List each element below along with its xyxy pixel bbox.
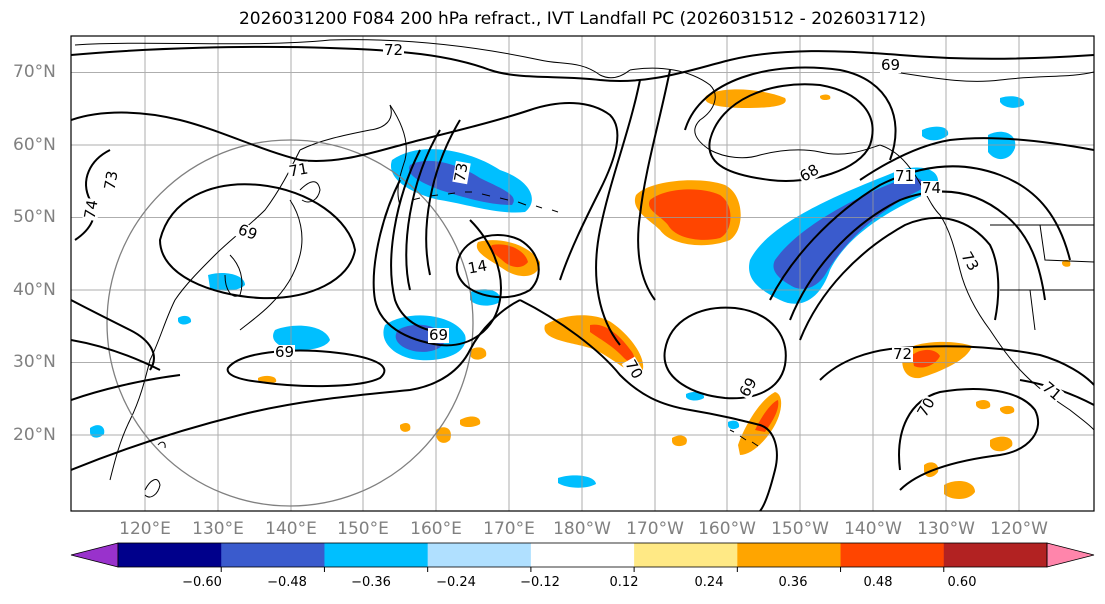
radius-circle	[106, 139, 474, 507]
refractivity-contours	[71, 45, 1094, 511]
colorbar-segment	[530, 543, 635, 567]
colorbar-tick-label: −0.12	[520, 575, 560, 590]
contour-label: 69	[880, 56, 902, 74]
colorbar	[70, 542, 1095, 572]
colorbar-segment	[943, 543, 1048, 567]
lon-label-140w: 140°W	[844, 519, 902, 539]
lon-label-130e: 130°E	[192, 519, 244, 539]
contour-label: 14	[465, 256, 490, 278]
colorbar-tick-label: −0.60	[182, 575, 222, 590]
colorbar-tick-label: −0.24	[436, 575, 476, 590]
contour-label: 69	[274, 343, 296, 361]
colorbar-tick-label: 0.24	[694, 575, 724, 590]
contour-label: 73	[100, 168, 122, 193]
map-title: 2026031200 F084 200 hPa refract., IVT La…	[238, 9, 926, 29]
lat-label-60n: 60°N	[13, 135, 56, 155]
colorbar-tick-label: −0.48	[267, 575, 307, 590]
colorbar-tick-label: 0.48	[863, 575, 893, 590]
lon-label-160e: 160°E	[410, 519, 462, 539]
contour-label: 73	[450, 160, 472, 185]
colorbar-tick-label: −0.36	[351, 575, 391, 590]
lat-label-70n: 70°N	[13, 62, 56, 82]
lat-label-40n: 40°N	[13, 280, 56, 300]
lat-label-30n: 30°N	[13, 352, 56, 372]
colorbar-segment	[324, 543, 429, 567]
lat-label-50n: 50°N	[13, 207, 56, 227]
contour-label: 71	[286, 159, 311, 181]
lon-label-130w: 130°W	[917, 519, 975, 539]
contour-label: 74	[921, 179, 943, 197]
lon-label-120e: 120°E	[119, 519, 171, 539]
gridlines	[71, 36, 1094, 511]
lon-label-150w: 150°W	[771, 519, 829, 539]
contour-label: 72	[892, 345, 914, 363]
colorbar-left-extension	[70, 542, 119, 568]
colorbar-segment	[221, 543, 325, 567]
colorbar-segment	[840, 543, 945, 567]
colorbar-tick-label: 0.12	[609, 575, 639, 590]
lon-label-170w: 170°W	[626, 519, 684, 539]
contour-label: 69	[428, 326, 450, 344]
lon-label-150e: 150°E	[337, 519, 389, 539]
lon-label-170e: 170°E	[483, 519, 535, 539]
contour-label: 72	[383, 41, 405, 59]
colorbar-segment	[427, 543, 532, 567]
colorbar-tick-label: 0.60	[947, 575, 977, 590]
colorbar-segment	[118, 543, 222, 567]
lat-label-20n: 20°N	[13, 425, 56, 445]
colorbar-right-extension	[1046, 542, 1095, 568]
lon-label-180w: 180°W	[553, 519, 611, 539]
contour-label: 74	[80, 197, 102, 222]
lon-label-120w: 120°W	[990, 519, 1048, 539]
lon-label-140e: 140°E	[265, 519, 317, 539]
colorbar-tick-label: 0.36	[778, 575, 808, 590]
colorbar-segment	[634, 543, 738, 567]
contour-label: 71	[894, 167, 916, 185]
lon-label-160w: 160°W	[698, 519, 756, 539]
colorbar-segment	[737, 543, 842, 567]
